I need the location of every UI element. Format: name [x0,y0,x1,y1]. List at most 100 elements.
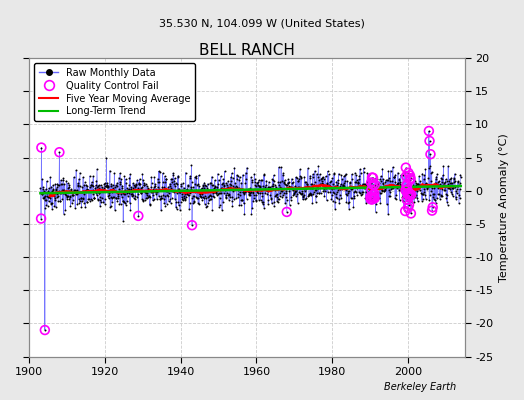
Point [366,186,374,192]
Point [133,186,141,193]
Point [314,190,323,196]
Point [405,194,413,200]
Point [84,196,93,202]
Point [401,187,410,194]
Point [221,168,229,174]
Point [233,173,242,179]
Point [355,172,364,179]
Point [106,168,114,174]
Point [397,184,405,191]
Point [252,183,260,189]
Point [226,178,235,184]
Point [435,178,443,184]
Point [267,194,275,201]
Point [64,188,73,195]
Point [445,176,454,182]
Point [409,182,417,188]
Point [59,176,67,183]
Point [235,201,244,208]
Point [147,189,155,196]
Point [272,191,280,198]
Point [386,189,395,195]
Point [368,196,377,202]
Point [455,200,463,206]
Point [85,173,94,179]
Point [331,199,339,206]
Point [451,184,460,190]
Point [194,180,203,187]
Point [389,182,398,188]
Point [122,180,130,186]
Point [287,184,295,190]
Point [363,179,371,185]
Point [325,179,334,186]
Point [148,189,156,195]
Point [293,186,301,192]
Point [118,190,127,196]
Point [357,190,366,197]
Point [243,164,251,171]
Point [147,174,156,180]
Point [84,186,92,193]
Point [130,182,139,189]
Point [62,194,71,201]
Point [402,173,410,179]
Point [265,184,274,190]
Point [130,184,139,190]
Point [401,208,409,214]
Point [279,170,288,176]
Point [104,184,112,191]
Point [311,193,320,200]
Point [124,190,133,197]
Point [428,208,436,214]
Point [75,200,83,206]
Point [289,192,298,198]
Point [258,177,266,183]
Point [380,188,388,194]
Point [78,189,86,195]
Point [159,192,168,198]
Point [339,183,347,189]
Point [177,181,185,188]
Point [264,200,272,207]
Point [316,171,324,177]
Point [410,176,418,183]
Point [390,179,399,186]
Point [395,175,403,182]
Point [115,181,124,188]
Point [273,198,281,204]
Point [245,191,254,197]
Point [38,176,47,182]
Point [366,186,374,193]
Legend: Raw Monthly Data, Quality Control Fail, Five Year Moving Average, Long-Term Tren: Raw Monthly Data, Quality Control Fail, … [34,63,195,121]
Point [343,178,352,184]
Point [290,190,299,196]
Point [103,182,112,188]
Point [46,174,54,180]
Point [398,198,407,204]
Point [365,177,374,183]
Point [390,174,398,180]
Point [204,180,212,187]
Point [233,176,242,182]
Point [187,186,195,192]
Point [347,186,355,193]
Point [439,172,447,179]
Point [334,187,343,193]
Point [162,188,170,194]
Point [143,195,151,202]
Point [219,198,227,205]
Point [206,192,214,198]
Point [369,175,377,181]
Point [118,184,126,191]
Point [346,180,354,186]
Point [127,186,136,192]
Point [114,192,122,199]
Point [289,179,297,186]
Point [126,171,134,177]
Point [69,192,78,198]
Point [77,189,85,196]
Point [204,197,213,203]
Point [53,194,61,200]
Point [186,173,194,180]
